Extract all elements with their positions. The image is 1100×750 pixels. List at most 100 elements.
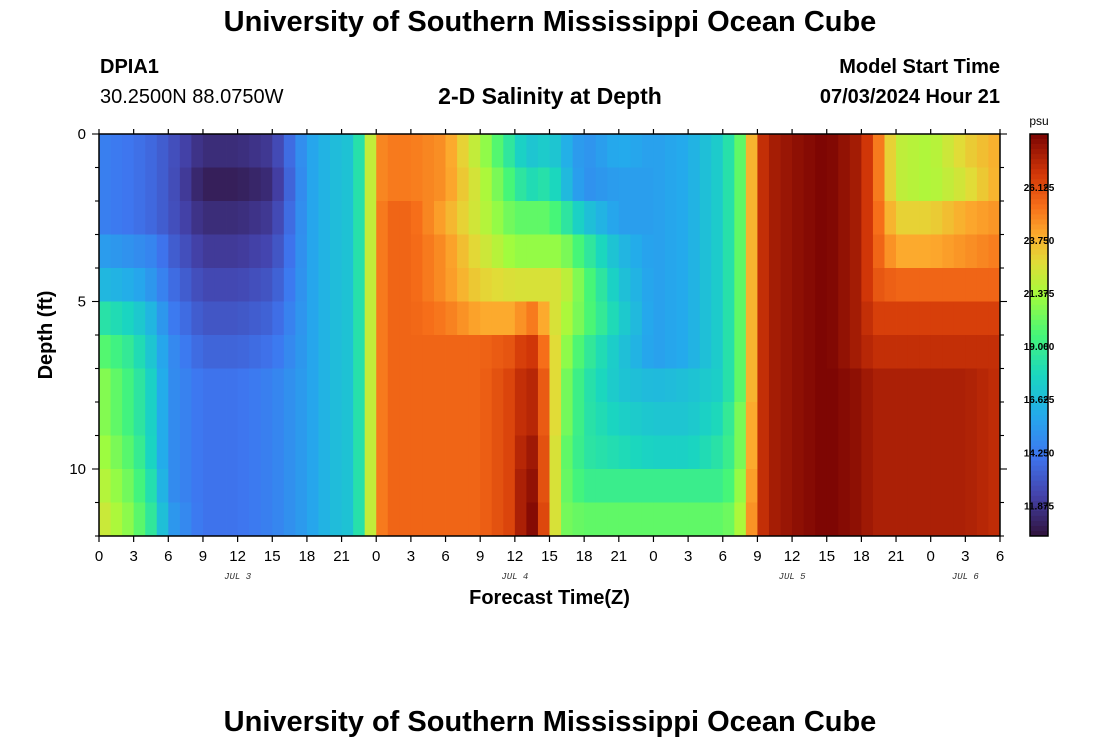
heatmap-cell xyxy=(295,435,308,470)
heatmap-cell xyxy=(953,402,966,436)
heatmap-cell xyxy=(457,268,470,302)
heatmap-cell xyxy=(549,402,562,436)
heatmap-cell xyxy=(838,268,851,302)
station-coordinates: 30.2500N 88.0750W xyxy=(100,86,284,108)
heatmap-cell xyxy=(387,167,400,202)
heatmap-cell xyxy=(861,402,874,436)
heatmap-cell xyxy=(988,368,1001,403)
model-start-label: Model Start Time xyxy=(839,56,1000,78)
heatmap-cell xyxy=(641,402,654,436)
heatmap-cell xyxy=(318,167,331,202)
heatmap-cell xyxy=(896,335,908,369)
heatmap-cell xyxy=(226,435,239,470)
heatmap-cell xyxy=(849,368,862,403)
heatmap-cell xyxy=(792,201,805,235)
heatmap-cell xyxy=(757,335,770,369)
heatmap-cell xyxy=(607,368,620,403)
colorbar-segment xyxy=(1030,355,1048,361)
colorbar-segment xyxy=(1030,164,1048,170)
colorbar-segment xyxy=(1030,380,1048,386)
heatmap-cell xyxy=(399,402,412,436)
heatmap-cell xyxy=(745,301,758,336)
heatmap-cell xyxy=(122,234,135,269)
heatmap-cell xyxy=(156,435,169,470)
heatmap-cell xyxy=(572,201,585,235)
heatmap-cell xyxy=(734,301,747,336)
colorbar-segment xyxy=(1030,299,1048,306)
heatmap-cell xyxy=(226,167,239,202)
heatmap-cell xyxy=(387,234,400,269)
heatmap-cell xyxy=(942,402,955,436)
colorbar-segment xyxy=(1030,159,1048,165)
heatmap-cell xyxy=(711,167,724,202)
heatmap-cell xyxy=(722,368,735,403)
heatmap-cell xyxy=(526,402,539,436)
x-tick-label: 9 xyxy=(753,548,761,565)
heatmap-cell xyxy=(364,435,377,470)
heatmap-cell xyxy=(260,335,273,369)
heatmap-cell xyxy=(676,502,689,537)
heatmap-cell xyxy=(676,402,689,436)
colorbar-segment xyxy=(1030,274,1048,281)
heatmap-cell xyxy=(283,134,296,168)
heatmap-cell xyxy=(422,234,435,269)
heatmap-cell xyxy=(133,502,146,537)
heatmap-cell xyxy=(433,402,446,436)
heatmap-cell xyxy=(468,435,481,470)
heatmap-cell xyxy=(249,201,262,235)
heatmap-cell xyxy=(145,469,158,503)
heatmap-cell xyxy=(907,435,920,470)
colorbar-segment xyxy=(1030,515,1048,522)
heatmap-cell xyxy=(156,268,169,302)
heatmap-cell xyxy=(480,402,493,436)
heatmap-cell xyxy=(387,469,400,503)
heatmap-cell xyxy=(988,167,1001,202)
y-tick-label: 10 xyxy=(69,461,86,478)
heatmap-cell xyxy=(110,167,123,202)
heatmap-cell xyxy=(872,234,885,269)
heatmap-cell xyxy=(422,268,435,302)
heatmap-cell xyxy=(480,167,493,202)
heatmap-cell xyxy=(202,502,215,537)
colorbar-segment xyxy=(1030,149,1048,155)
heatmap-cell xyxy=(653,368,666,403)
heatmap-cell xyxy=(884,234,897,269)
heatmap-cell xyxy=(226,234,239,269)
heatmap-cell xyxy=(457,134,470,168)
heatmap-cell xyxy=(318,201,331,235)
heatmap-cell xyxy=(872,301,885,336)
heatmap-cell xyxy=(122,368,135,403)
heatmap-cell xyxy=(491,167,504,202)
heatmap-cell xyxy=(595,268,608,302)
heatmap-cell xyxy=(445,167,458,202)
heatmap-cell xyxy=(884,268,897,302)
x-tick-label: 6 xyxy=(719,548,727,565)
heatmap-cell xyxy=(272,469,285,503)
heatmap-cell xyxy=(815,335,828,369)
heatmap-cell xyxy=(376,435,389,470)
heatmap-cell xyxy=(283,167,296,202)
heatmap-cell xyxy=(318,402,331,436)
heatmap-cell xyxy=(364,469,377,503)
heatmap-cell xyxy=(849,301,862,336)
heatmap-cell xyxy=(861,268,874,302)
heatmap-cell xyxy=(491,435,504,470)
heatmap-cell xyxy=(133,335,146,369)
heatmap-cell xyxy=(792,402,805,436)
heatmap-cell xyxy=(618,435,631,470)
heatmap-cell xyxy=(306,335,319,369)
heatmap-cell xyxy=(133,167,146,202)
y-axis-label: Depth (ft) xyxy=(35,291,57,380)
heatmap-cell xyxy=(260,167,273,202)
heatmap-cell xyxy=(399,268,412,302)
heatmap-cell xyxy=(988,502,1001,537)
heatmap-cell xyxy=(191,201,204,235)
heatmap-cell xyxy=(630,301,643,336)
heatmap-cell xyxy=(387,201,400,235)
heatmap-cell xyxy=(179,301,192,336)
heatmap-cell xyxy=(930,435,943,470)
heatmap-cell xyxy=(202,335,215,369)
heatmap-cell xyxy=(433,134,446,168)
heatmap-cell xyxy=(872,268,885,302)
heatmap-cell xyxy=(792,167,805,202)
